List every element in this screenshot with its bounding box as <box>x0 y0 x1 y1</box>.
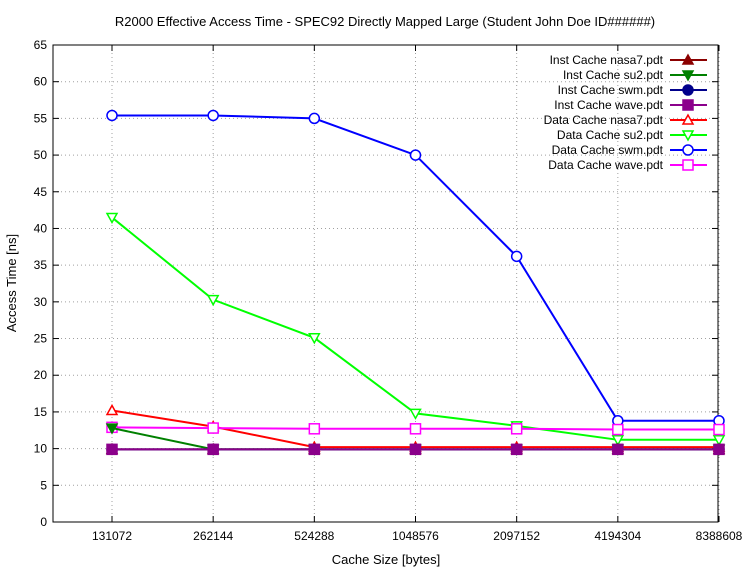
x-tick-label: 4194304 <box>594 529 641 543</box>
data-point <box>510 443 523 456</box>
legend-entry: Data Cache wave.pdt <box>548 158 707 172</box>
legend-entry: Data Cache nasa7.pdt <box>544 113 707 127</box>
legend-marker <box>682 159 694 171</box>
legend-entry: Data Cache su2.pdt <box>557 128 707 142</box>
legend-label: Inst Cache su2.pdt <box>563 68 664 82</box>
data-point <box>409 443 422 456</box>
data-point <box>105 212 119 224</box>
y-tick-label: 25 <box>34 332 48 346</box>
legend-label: Data Cache swm.pdt <box>552 143 664 157</box>
chart-title: R2000 Effective Access Time - SPEC92 Dir… <box>115 14 655 29</box>
data-point <box>712 435 726 447</box>
y-tick-label: 15 <box>34 405 48 419</box>
data-point <box>308 112 321 125</box>
y-tick-label: 60 <box>34 75 48 89</box>
series-layer <box>105 109 726 456</box>
y-axis-label: Access Time [ns] <box>4 234 19 332</box>
legend-marker <box>682 144 694 156</box>
legend-label: Inst Cache nasa7.pdt <box>550 53 664 67</box>
legend-label: Inst Cache wave.pdt <box>554 98 663 112</box>
x-axis: 131072 262144 524288 1048576 2097152 4194304 8… <box>92 45 743 543</box>
data-point <box>207 443 219 456</box>
y-tick-label: 0 <box>40 515 47 529</box>
x-tick-label: 262144 <box>193 529 233 543</box>
data-point <box>409 149 422 161</box>
legend-entry: Inst Cache nasa7.pdt <box>550 53 707 67</box>
y-tick-label: 35 <box>34 258 48 272</box>
x-tick-label: 131072 <box>92 529 132 543</box>
data-point <box>612 443 624 456</box>
legend-entry: Inst Cache su2.pdt <box>563 68 707 82</box>
series-line <box>111 216 719 441</box>
legend-entry: Inst Cache swm.pdt <box>558 83 707 97</box>
legend-label: Data Cache su2.pdt <box>557 128 664 142</box>
data-point <box>207 422 219 434</box>
data-point <box>207 109 219 122</box>
y-tick-label: 50 <box>34 148 48 162</box>
x-tick-label: 524288 <box>294 529 334 543</box>
data-point <box>510 423 523 435</box>
legend-entry: Inst Cache wave.pdt <box>554 98 707 112</box>
legend-marker <box>681 53 695 65</box>
data-point <box>713 443 725 456</box>
data-point <box>308 333 321 345</box>
data-point <box>409 423 422 435</box>
y-tick-label: 55 <box>34 111 48 125</box>
data-point <box>612 423 624 436</box>
data-point <box>409 408 422 420</box>
y-tick-label: 5 <box>40 478 47 492</box>
data-point <box>105 403 119 416</box>
legend-label: Inst Cache swm.pdt <box>558 83 664 97</box>
legend-marker <box>682 99 694 111</box>
legend-marker <box>681 70 695 82</box>
legend-label: Data Cache wave.pdt <box>548 158 663 172</box>
legend-marker <box>681 113 695 125</box>
data-point <box>308 423 321 435</box>
data-point <box>106 443 118 456</box>
y-tick-label: 40 <box>34 221 48 235</box>
y-axis: 0 5 10 15 20 25 30 35 40 45 50 55 60 65 <box>34 38 718 529</box>
data-point <box>308 443 321 456</box>
y-tick-label: 30 <box>34 295 48 309</box>
x-axis-label: Cache Size [bytes] <box>332 552 440 567</box>
data-point <box>105 423 119 435</box>
legend-marker <box>682 84 694 96</box>
y-tick-label: 20 <box>34 368 48 382</box>
data-point <box>510 250 523 263</box>
data-point <box>206 294 220 307</box>
x-tick-label: 1048576 <box>392 529 439 543</box>
y-tick-label: 10 <box>34 442 48 456</box>
plot-frame <box>52 44 719 523</box>
legend-entry: Data Cache swm.pdt <box>552 143 707 157</box>
data-point <box>106 109 118 122</box>
data-point <box>713 423 725 436</box>
y-tick-label: 45 <box>34 185 48 199</box>
x-tick-label: 2097152 <box>493 529 540 543</box>
legend-marker <box>681 130 695 142</box>
legend-label: Data Cache nasa7.pdt <box>544 113 664 127</box>
series-3 <box>106 443 725 456</box>
data-point <box>611 435 625 447</box>
y-tick-label: 65 <box>34 38 48 52</box>
x-tick-label: 8388608 <box>696 529 743 543</box>
